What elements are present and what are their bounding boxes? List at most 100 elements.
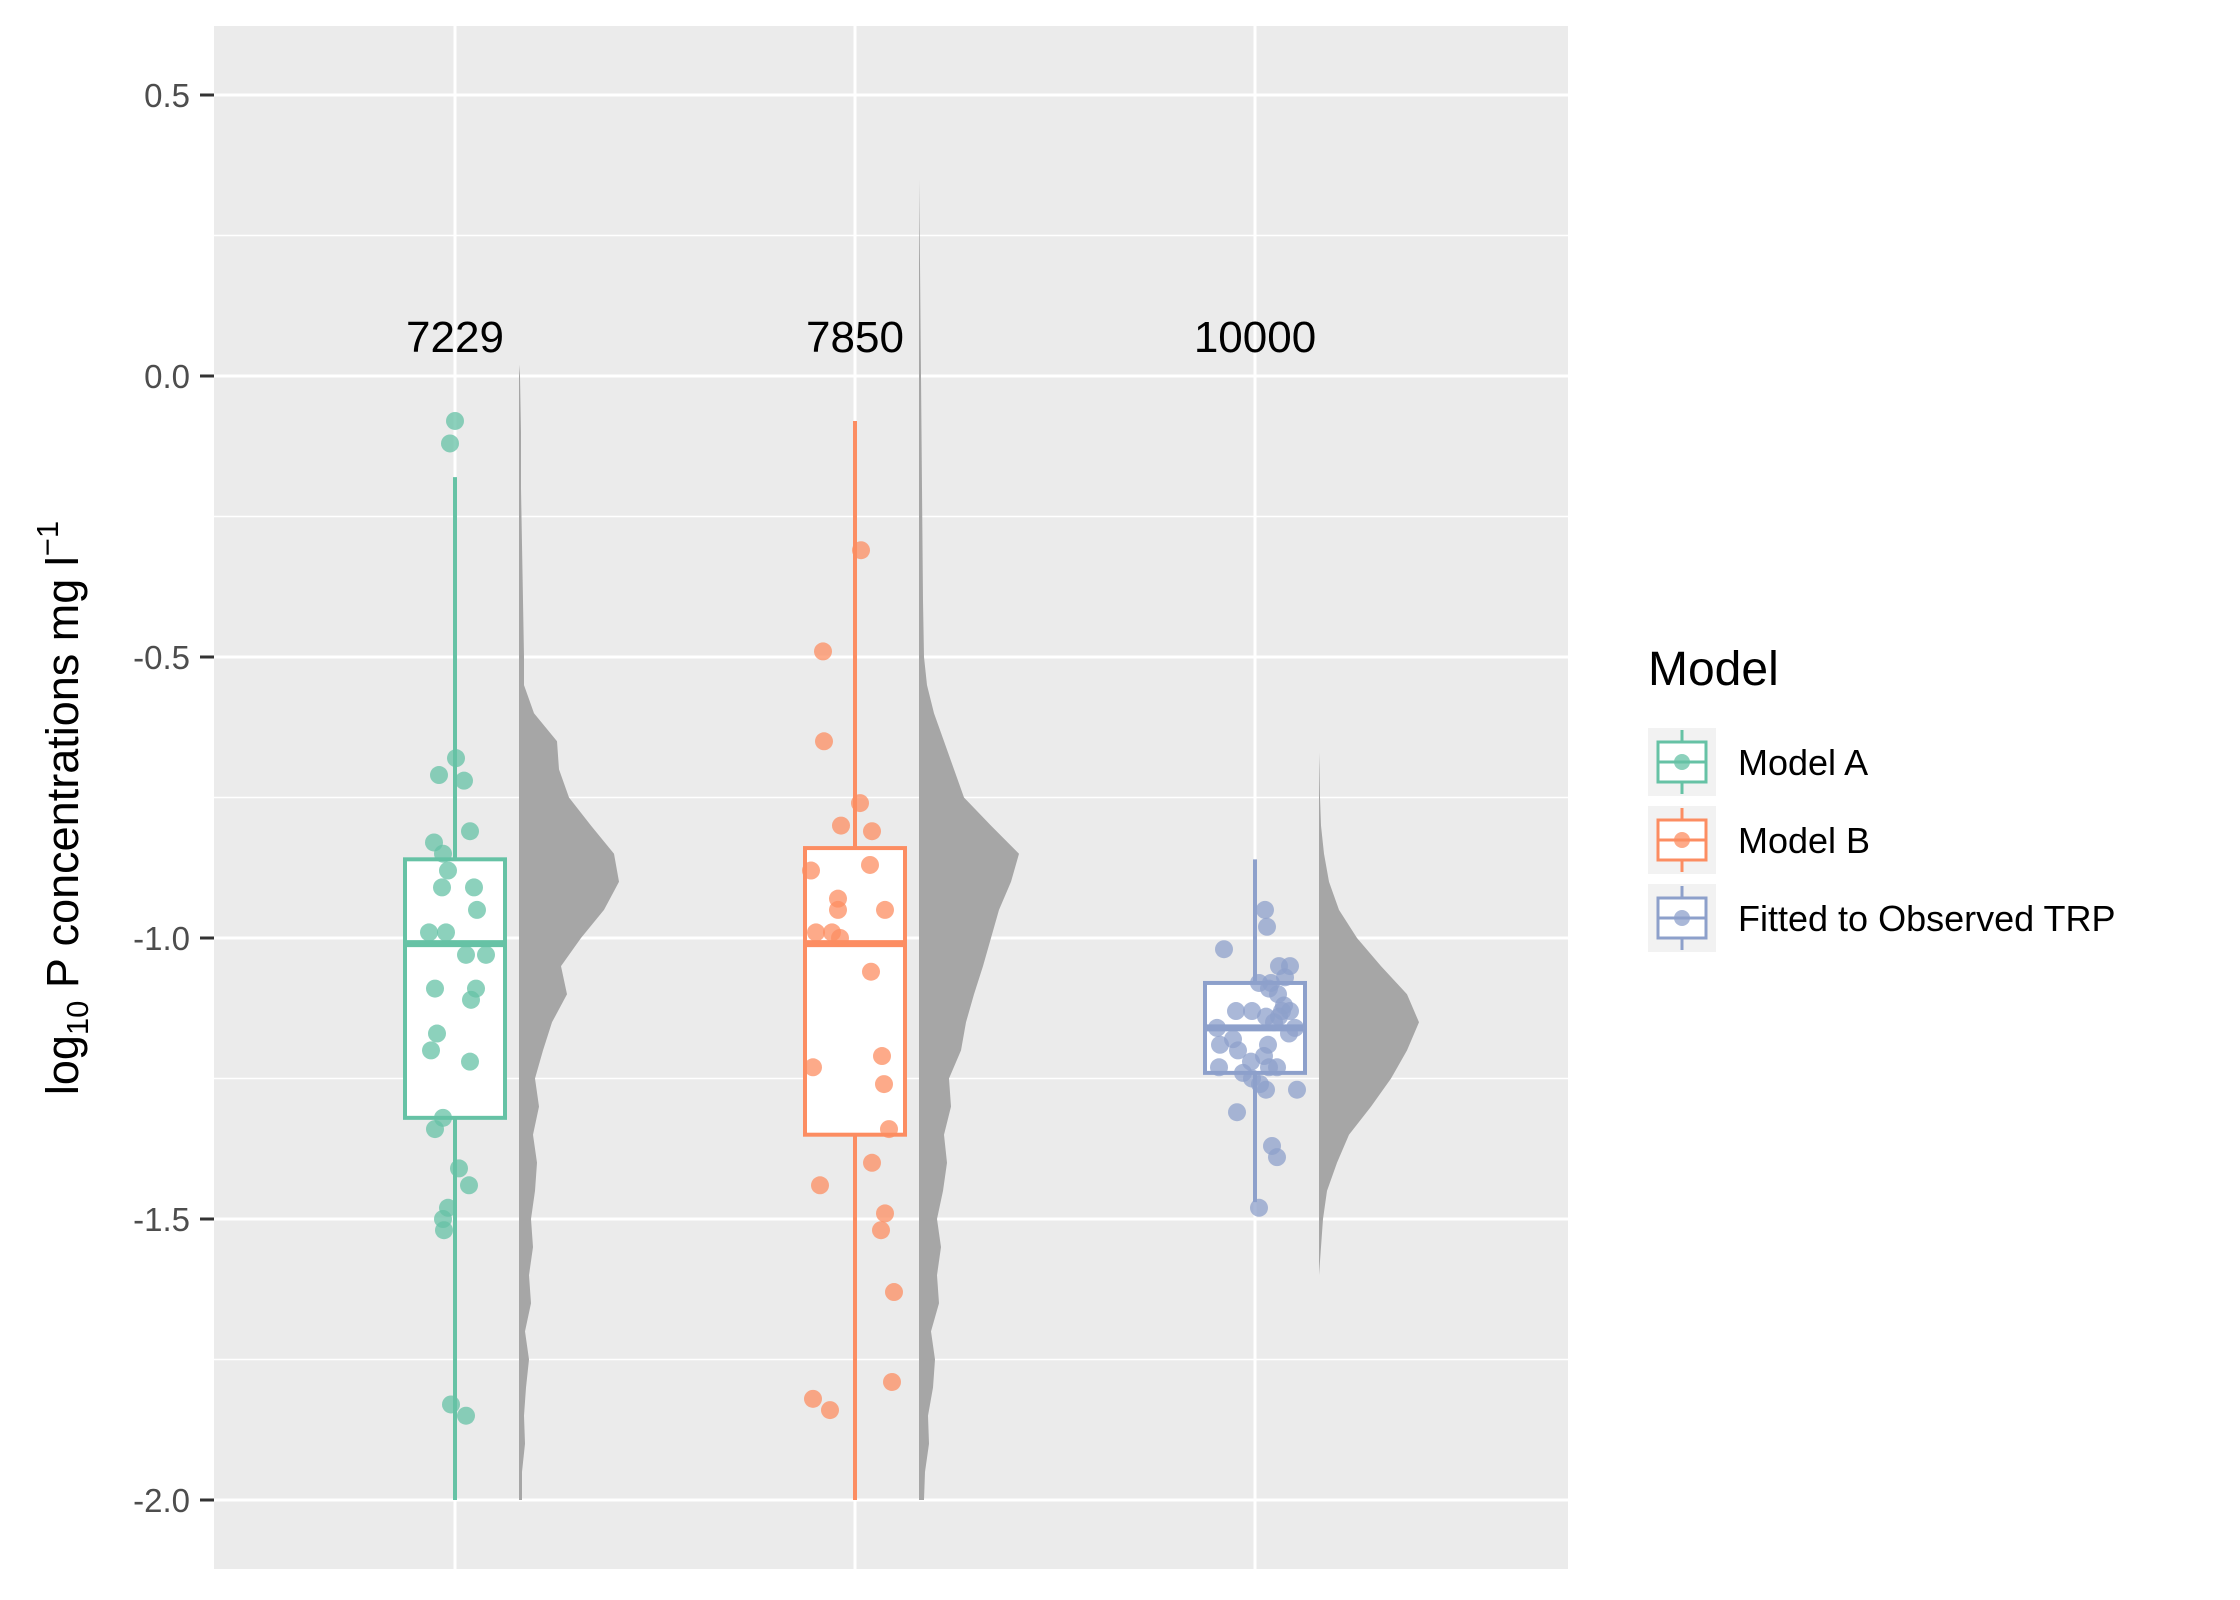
data-point xyxy=(441,434,459,453)
legend-key-3: Fitted to Observed TRP xyxy=(1648,884,2116,952)
data-point xyxy=(465,878,483,897)
data-point xyxy=(875,1075,893,1094)
y-axis-title-superscript: −1 xyxy=(30,521,65,556)
data-point xyxy=(851,794,869,813)
data-point xyxy=(1227,1002,1245,1021)
density-2 xyxy=(919,179,1019,1500)
y-axis-title-subscript: 10 xyxy=(60,1001,95,1035)
data-point xyxy=(457,1406,475,1425)
legend-title: Model xyxy=(1648,643,1779,696)
data-point xyxy=(1288,1080,1306,1099)
data-point xyxy=(804,1389,822,1408)
data-point xyxy=(1229,1041,1247,1060)
data-point xyxy=(821,1401,839,1420)
data-point xyxy=(461,1052,479,1071)
data-point xyxy=(1250,973,1268,992)
data-point xyxy=(876,900,894,919)
data-point xyxy=(460,1176,478,1195)
data-point xyxy=(831,929,849,947)
data-point xyxy=(426,1120,444,1139)
data-point xyxy=(468,900,486,919)
count-label: 10000 xyxy=(1194,313,1316,362)
y-tick-label: -1.5 xyxy=(133,1201,190,1238)
y-axis-title: log10 P concentrations mg l−1 xyxy=(30,521,95,1095)
data-point xyxy=(852,541,870,560)
data-point xyxy=(420,923,438,942)
data-point xyxy=(1257,1080,1275,1099)
data-point xyxy=(437,923,455,942)
legend-key-point xyxy=(1674,832,1690,848)
data-point xyxy=(433,878,451,897)
data-point xyxy=(428,1024,446,1043)
data-point xyxy=(876,1204,894,1223)
data-point xyxy=(447,749,465,768)
y-tick-label: 0.0 xyxy=(144,358,190,395)
data-point xyxy=(863,1153,881,1172)
data-point xyxy=(1276,968,1294,987)
data-point xyxy=(430,766,448,785)
data-point xyxy=(1256,900,1274,919)
data-point xyxy=(1208,1018,1226,1037)
data-point xyxy=(863,822,881,841)
data-point xyxy=(811,1176,829,1195)
data-point xyxy=(1243,1002,1261,1021)
data-point xyxy=(1250,1198,1268,1217)
y-tick-label: -2.0 xyxy=(133,1482,190,1519)
data-point xyxy=(1265,1013,1283,1032)
data-point xyxy=(815,732,833,751)
data-point xyxy=(442,1395,460,1414)
legend: Model Model A Model B Fitted to Observed T… xyxy=(1648,643,2116,952)
data-point xyxy=(802,861,820,880)
data-point xyxy=(1210,1058,1228,1077)
data-point xyxy=(1228,1103,1246,1122)
data-point xyxy=(883,1372,901,1391)
data-point xyxy=(426,979,444,998)
density-3 xyxy=(1319,752,1419,1276)
data-point xyxy=(885,1283,903,1302)
legend-key-point xyxy=(1674,754,1690,770)
y-tick-label: -0.5 xyxy=(133,639,190,676)
data-point xyxy=(439,861,457,880)
data-point xyxy=(862,962,880,981)
count-label: 7850 xyxy=(806,313,904,362)
data-point xyxy=(804,1058,822,1077)
legend-label: Model A xyxy=(1738,742,1868,783)
data-point xyxy=(1268,1148,1286,1167)
legend-label: Fitted to Observed TRP xyxy=(1738,898,2116,939)
legend-key-1: Model A xyxy=(1648,728,1868,796)
data-point xyxy=(1211,1035,1229,1054)
data-point xyxy=(832,816,850,835)
data-point xyxy=(435,1221,453,1240)
data-point xyxy=(1215,940,1233,959)
count-labels: 7229 7850 10000 xyxy=(406,313,1316,362)
data-point xyxy=(457,945,475,964)
legend-key-point xyxy=(1674,910,1690,926)
data-point xyxy=(422,1041,440,1060)
y-axis: 0.5 0.0 -0.5 -1.0 -1.5 -2.0 xyxy=(133,77,214,1519)
data-point xyxy=(477,945,495,964)
data-point xyxy=(814,642,832,661)
data-point xyxy=(1280,1024,1298,1043)
data-point xyxy=(450,1159,468,1178)
data-point xyxy=(1260,1058,1278,1077)
data-point xyxy=(434,844,452,863)
data-point xyxy=(461,822,479,841)
data-point xyxy=(861,855,879,874)
data-point xyxy=(873,1047,891,1066)
legend-key-2: Model B xyxy=(1648,806,1870,874)
data-point xyxy=(1258,917,1276,936)
count-label: 7229 xyxy=(406,313,504,362)
density-layer xyxy=(519,179,1419,1500)
data-point xyxy=(880,1120,898,1139)
data-point xyxy=(455,771,473,790)
data-point xyxy=(807,923,825,942)
points-layer xyxy=(420,411,1306,1425)
y-tick-label: 0.5 xyxy=(144,77,190,114)
data-point xyxy=(446,411,464,430)
box-1 xyxy=(403,857,507,1120)
box-2 xyxy=(803,846,907,1137)
legend-label: Model B xyxy=(1738,820,1870,861)
data-point xyxy=(872,1221,890,1240)
data-point xyxy=(829,900,847,919)
